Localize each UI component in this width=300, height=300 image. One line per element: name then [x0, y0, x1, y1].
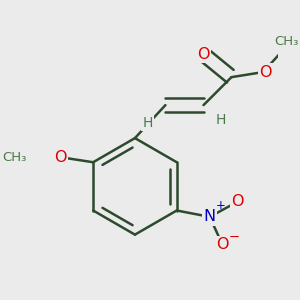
Text: O: O: [231, 194, 244, 209]
Text: O: O: [54, 150, 66, 165]
Text: N: N: [204, 209, 216, 224]
Text: CH₃: CH₃: [3, 151, 27, 164]
Text: CH₃: CH₃: [274, 35, 298, 48]
Text: H: H: [216, 113, 226, 127]
Text: −: −: [228, 231, 239, 244]
Text: +: +: [216, 199, 226, 212]
Text: H: H: [142, 116, 153, 130]
Text: O: O: [216, 237, 229, 252]
Text: O: O: [260, 64, 272, 80]
Text: O: O: [197, 47, 210, 62]
